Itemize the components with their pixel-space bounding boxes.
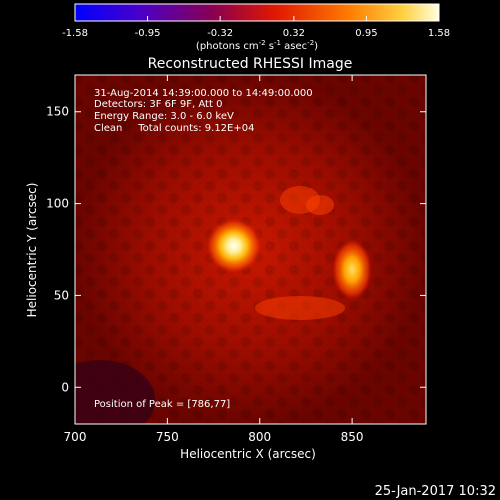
annotation-energy: Energy Range: 3.0 - 6.0 keV: [94, 111, 234, 122]
annotation-time: 31-Aug-2014 14:39:00.000 to 14:49:00.000: [94, 88, 313, 99]
y-tick-label: 0: [61, 380, 69, 394]
heatmap-image: [75, 75, 426, 424]
y-tick-label: 50: [54, 288, 69, 302]
annotation-clean: Clean Total counts: 9.12E+04: [94, 123, 254, 134]
x-axis-label: Heliocentric X (arcsec): [180, 447, 316, 461]
source-2: [332, 239, 373, 301]
colorbar-tick-label: -0.32: [207, 28, 233, 39]
colorbar-tick-label: 0.32: [283, 28, 305, 39]
x-tick-label: 800: [248, 430, 271, 444]
annotation-block: 31-Aug-2014 14:39:00.000 to 14:49:00.000…: [94, 88, 313, 410]
colorbar-ticks: -1.58 -0.95 -0.32 0.32 0.95 1.58: [62, 16, 450, 39]
chart-title: Reconstructed RHESSI Image: [148, 56, 353, 72]
y-tick-label: 100: [46, 197, 69, 211]
colorbar-tick-label: 0.95: [355, 28, 377, 39]
y-tick-label: 150: [46, 105, 69, 119]
timestamp: 25-Jan-2017 10:32: [375, 484, 496, 499]
annotation-detectors: Detectors: 3F 6F 9F, Att 0: [94, 99, 222, 110]
colorbar-unit: (photons cm-2 s-1 asec-2): [196, 39, 318, 52]
colorbar-tick-label: -0.95: [135, 28, 161, 39]
colorbar-tick-label: -1.58: [62, 28, 88, 39]
axes: 700 750 800 850 0 50 100 150: [46, 75, 426, 444]
x-tick-label: 750: [156, 430, 179, 444]
source-1: [205, 217, 262, 274]
plot-frame: [74, 74, 427, 425]
x-tick-label: 700: [64, 430, 87, 444]
colorbar: [74, 3, 440, 22]
peak-label: Position of Peak = [786,77]: [94, 399, 230, 410]
y-axis-label: Heliocentric Y (arcsec): [25, 183, 39, 318]
x-tick-label: 850: [341, 430, 364, 444]
colorbar-tick-label: 1.58: [428, 28, 450, 39]
